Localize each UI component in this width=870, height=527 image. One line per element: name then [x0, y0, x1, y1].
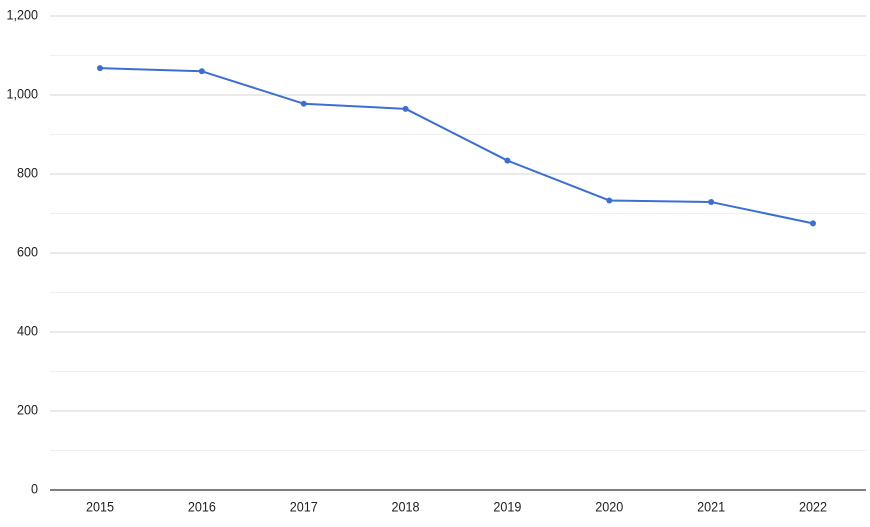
- data-point: [402, 105, 409, 112]
- y-axis-tick-labels: 0 200 400 600 800 1,000 1,200: [7, 7, 38, 497]
- y-tick-label: 1,200: [7, 7, 38, 23]
- x-tick-label: 2019: [493, 499, 521, 515]
- data-point: [97, 65, 103, 72]
- y-tick-label: 800: [17, 165, 38, 181]
- data-point: [708, 199, 715, 206]
- x-axis-tick-labels: 2015 2016 2017 2018 2019 2020 2021 2022: [86, 499, 827, 515]
- data-point: [606, 197, 613, 204]
- y-tick-label: 400: [17, 323, 38, 339]
- y-tick-label: 1,000: [7, 86, 38, 102]
- data-point: [504, 157, 511, 164]
- data-point: [198, 68, 205, 75]
- series-group: [97, 65, 816, 227]
- x-tick-label: 2018: [392, 499, 420, 515]
- y-tick-label: 0: [31, 481, 38, 497]
- x-tick-label: 2020: [595, 499, 623, 515]
- x-tick-label: 2017: [290, 499, 318, 515]
- x-tick-label: 2021: [697, 499, 725, 515]
- y-tick-label: 200: [17, 402, 38, 418]
- x-tick-label: 2015: [86, 499, 114, 515]
- series-line: [99, 67, 814, 225]
- data-point: [300, 100, 307, 107]
- y-tick-label: 600: [17, 244, 38, 260]
- major-gridlines: [50, 15, 866, 412]
- x-tick-label: 2022: [799, 499, 827, 515]
- data-point: [810, 220, 816, 227]
- x-tick-label: 2016: [188, 499, 216, 515]
